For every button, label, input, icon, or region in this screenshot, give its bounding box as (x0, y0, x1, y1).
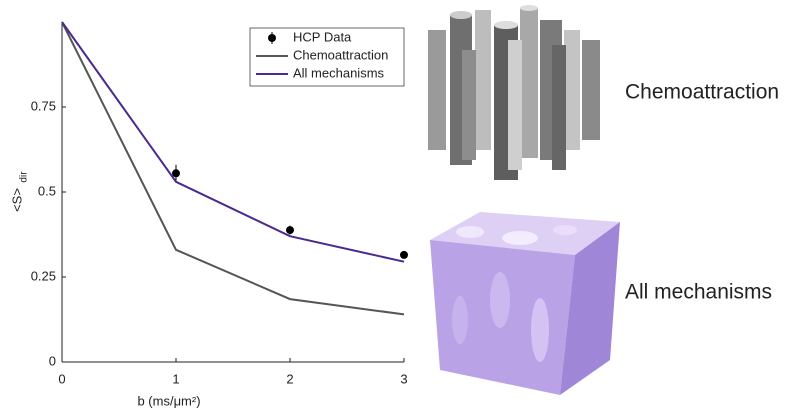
y-tick-label: 0 (49, 353, 56, 368)
legend-label: HCP Data (293, 29, 352, 44)
series-line (61, 21, 405, 316)
legend-label: Chemoattraction (293, 47, 388, 62)
all-mechanisms-render (430, 212, 620, 395)
x-tick-label: 2 (286, 371, 293, 386)
x-axis-label: b (ms/μm²) (137, 393, 200, 408)
y-tick-label: 0.25 (31, 268, 56, 283)
legend-swatch (268, 34, 276, 42)
data-point (172, 169, 180, 178)
panel-label: All mechanisms (625, 281, 772, 304)
y-tick-label: 0.5 (38, 183, 56, 198)
series-line (61, 21, 405, 263)
data-point (400, 250, 408, 259)
data-point (286, 226, 294, 235)
x-tick-label: 1 (172, 371, 179, 386)
panel-label: Chemoattraction (625, 81, 779, 104)
y-axis-label-sub: dir (19, 171, 30, 183)
legend-label: All mechanisms (293, 65, 385, 80)
x-tick-label: 0 (58, 371, 65, 386)
y-axis-label: <S> (9, 188, 24, 212)
y-axis-label-group: <S> dir (9, 171, 29, 212)
x-tick-label: 3 (400, 371, 407, 386)
y-tick-label: 0.75 (31, 98, 56, 113)
chemo-render (428, 5, 600, 180)
